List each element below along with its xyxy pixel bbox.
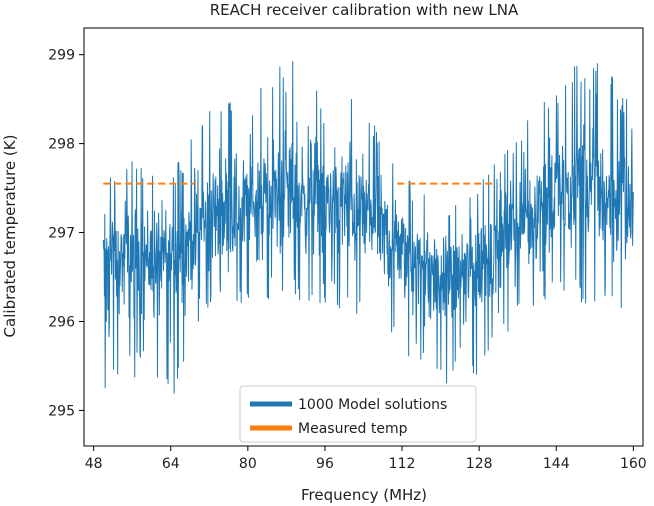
y-tick-label: 298 [48, 137, 75, 153]
axes-frame [83, 27, 644, 447]
x-tick-label: 64 [162, 456, 180, 472]
y-tick-label: 297 [48, 226, 75, 242]
chart-title: REACH receiver calibration with new LNA [210, 1, 519, 19]
y-tick-label: 295 [48, 403, 75, 419]
y-tick-label: 299 [48, 48, 75, 64]
legend-box [239, 385, 477, 443]
y-axis-ticks: 295 296 297 298 299 [48, 48, 84, 419]
x-axis-ticks: 48 64 80 96 112 128 144 160 [85, 446, 647, 472]
x-tick-label: 80 [239, 456, 257, 472]
x-tick-label: 128 [466, 456, 493, 472]
legend-label-measured-temp: Measured temp [298, 421, 408, 437]
x-tick-label: 144 [543, 456, 570, 472]
x-tick-label: 96 [316, 456, 334, 472]
x-axis-label: Frequency (MHz) [301, 486, 427, 504]
x-tick-label: 48 [85, 456, 103, 472]
x-tick-label: 112 [389, 456, 416, 472]
y-axis-label: Calibrated temperature (K) [1, 135, 19, 338]
plot-area [102, 60, 634, 394]
legend: 1000 Model solutions Measured temp [239, 385, 477, 443]
legend-label-model-solutions: 1000 Model solutions [298, 397, 447, 413]
y-tick-label: 296 [48, 314, 75, 330]
x-tick-label: 160 [620, 456, 647, 472]
series-model-solutions-line [102, 60, 634, 394]
